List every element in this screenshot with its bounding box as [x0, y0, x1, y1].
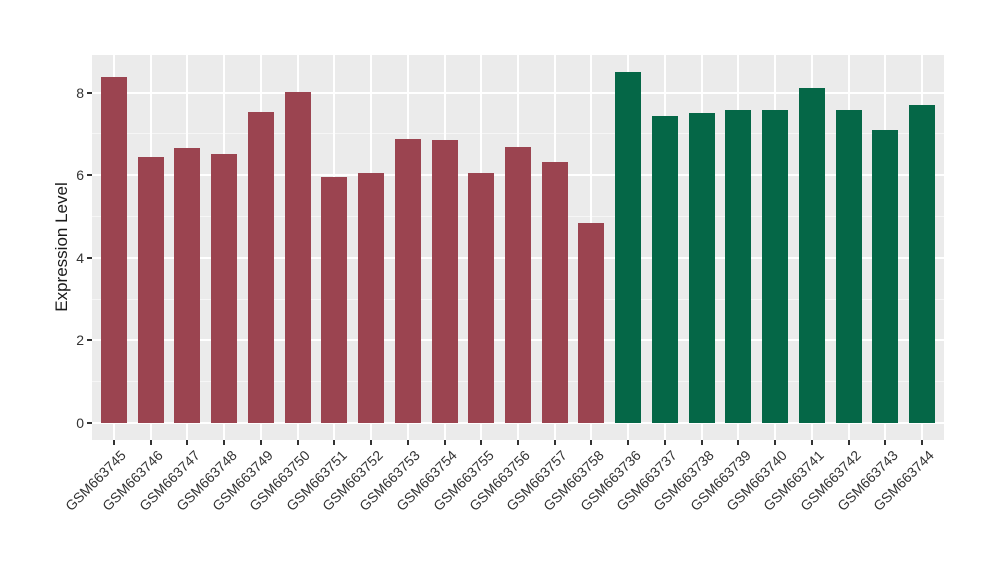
x-tick-mark: [333, 440, 336, 445]
y-tick-mark: [87, 256, 92, 259]
bar: [321, 177, 348, 424]
y-tick-label: 8: [76, 84, 84, 101]
bar: [688, 113, 715, 424]
x-tick-mark: [443, 440, 446, 445]
y-tick-label: 4: [76, 249, 84, 266]
bar: [725, 110, 752, 424]
bar: [541, 161, 568, 424]
x-tick-mark: [627, 440, 630, 445]
y-axis-title: Expression Level: [52, 182, 71, 312]
x-tick-mark: [737, 440, 740, 445]
x-tick-mark: [884, 440, 887, 445]
bar: [798, 88, 825, 424]
x-tick-mark: [553, 440, 556, 445]
bar: [505, 147, 531, 424]
bar: [137, 156, 164, 424]
bar: [762, 110, 789, 424]
x-tick-mark: [370, 440, 373, 445]
x-tick-mark: [296, 440, 299, 445]
bar: [358, 172, 385, 424]
x-tick-mark: [113, 440, 116, 445]
x-tick-mark: [259, 440, 262, 445]
bar: [468, 173, 495, 424]
x-tick-mark: [480, 440, 483, 445]
bar: [394, 138, 421, 424]
y-tick-mark: [87, 339, 92, 342]
y-tick-mark: [87, 422, 92, 425]
x-tick-mark: [774, 440, 777, 445]
x-tick-mark: [590, 440, 593, 445]
bar: [908, 104, 935, 424]
y-tick-label: 6: [76, 167, 84, 184]
x-tick-mark: [847, 440, 850, 445]
y-tick-mark: [87, 91, 92, 94]
bar: [431, 139, 458, 424]
bar: [101, 77, 128, 424]
x-tick-mark: [700, 440, 703, 445]
bar: [615, 72, 642, 424]
major-gridline: [92, 422, 944, 425]
bar: [872, 130, 899, 424]
x-tick-mark: [663, 440, 666, 445]
y-tick-label: 2: [76, 332, 84, 349]
bar: [174, 148, 201, 424]
y-tick-label: 0: [76, 415, 84, 432]
bar: [578, 222, 605, 424]
bar: [247, 112, 274, 424]
bar: [284, 92, 311, 424]
y-tick-mark: [87, 174, 92, 177]
x-tick-mark: [223, 440, 226, 445]
x-tick-mark: [517, 440, 519, 445]
x-tick-mark: [149, 440, 152, 445]
major-gridline: [92, 91, 944, 94]
x-tick-mark: [810, 440, 813, 445]
x-tick-mark: [406, 440, 409, 445]
bar: [651, 116, 678, 424]
bar: [835, 110, 862, 424]
x-tick-mark: [920, 440, 923, 445]
minor-gridline: [92, 133, 944, 135]
x-tick-mark: [186, 440, 189, 445]
bar: [211, 153, 238, 424]
